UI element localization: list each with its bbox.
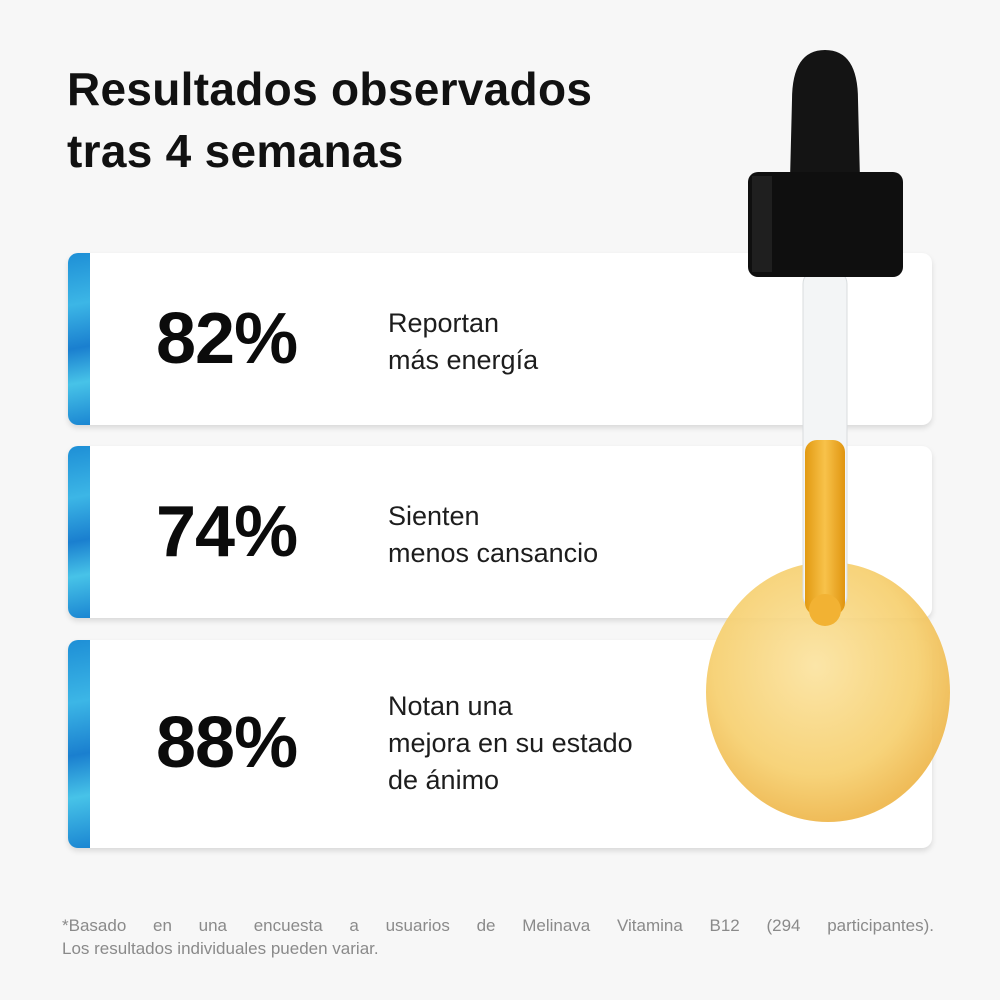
footnote-line-2: Los resultados individuales pueden varia… [62, 939, 379, 958]
desc-line: más energía [388, 345, 539, 375]
oil-drop [706, 562, 950, 822]
stat-description: Sienten menos cansancio [388, 498, 598, 572]
title-line-1: Resultados observados [67, 63, 593, 115]
desc-line: Sienten [388, 501, 480, 531]
dropper-illustration [706, 50, 950, 822]
footnote-line-1: *Basado en una encuesta a usuarios de Me… [62, 916, 934, 935]
dropper-cap [748, 172, 903, 277]
dropper-bulb [790, 50, 860, 180]
desc-line: menos cansancio [388, 538, 599, 568]
stat-value: 74% [156, 492, 298, 572]
accent-strip [68, 446, 90, 618]
oil-fill [805, 440, 845, 615]
title-line-2: tras 4 semanas [67, 125, 404, 177]
accent-strip [68, 253, 90, 425]
stat-description: Notan una mejora en su estado de ánimo [388, 688, 633, 799]
stat-card-energy: 82% Reportan más energía [68, 253, 932, 425]
stat-value: 82% [156, 299, 298, 379]
desc-line: Notan una [388, 691, 513, 721]
desc-line: Reportan [388, 308, 500, 338]
stat-description: Reportan más energía [388, 305, 538, 379]
accent-strip [68, 640, 90, 848]
footnote: *Basado en una encuesta a usuarios de Me… [62, 914, 934, 960]
page-title: Resultados observados tras 4 semanas [67, 58, 592, 182]
desc-line: de ánimo [388, 765, 500, 795]
desc-line: mejora en su estado [388, 728, 633, 758]
stat-value: 88% [156, 703, 298, 783]
